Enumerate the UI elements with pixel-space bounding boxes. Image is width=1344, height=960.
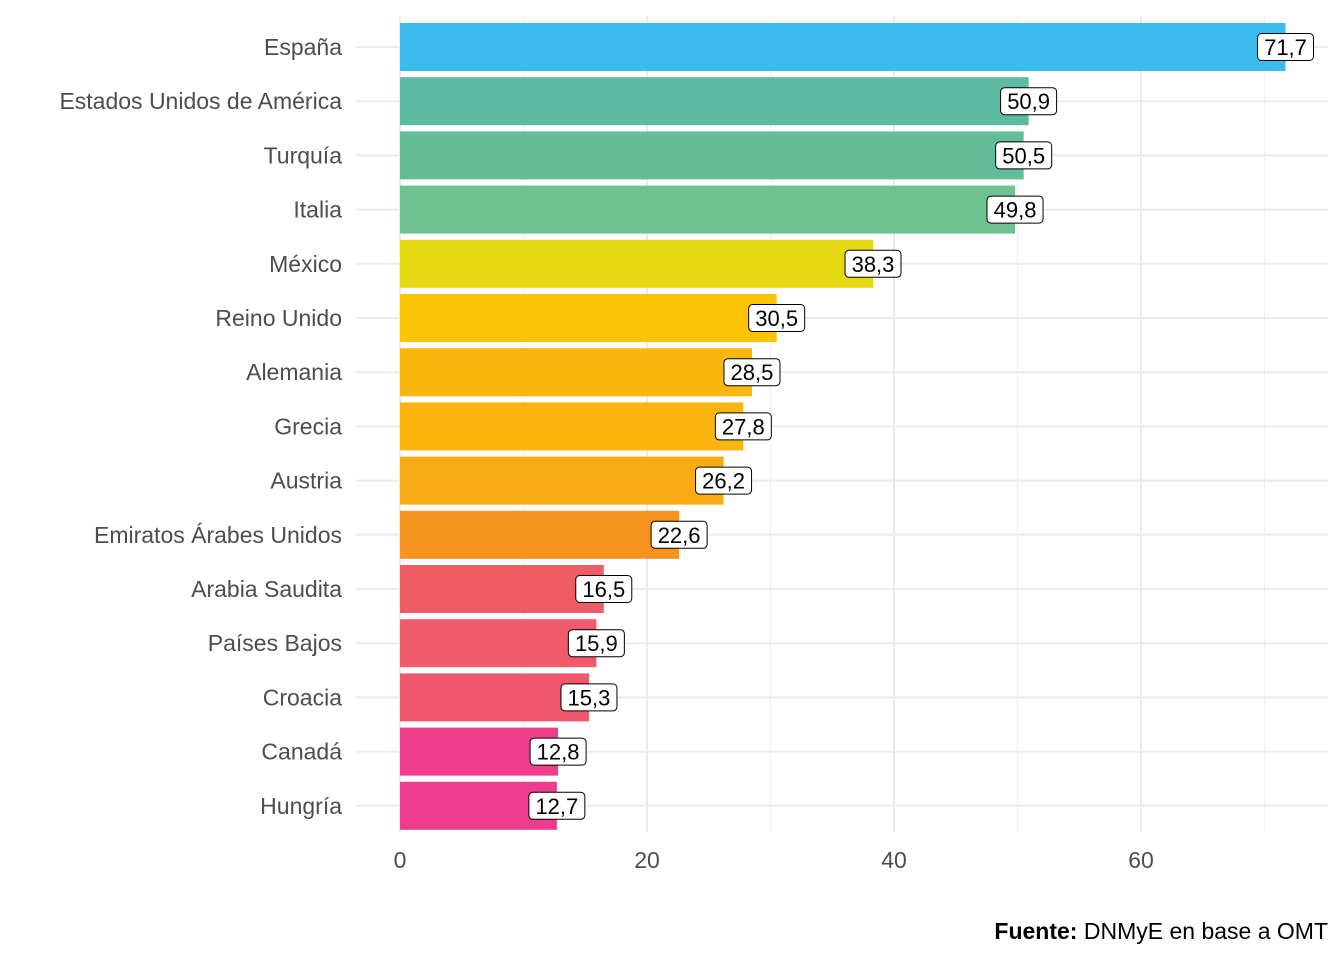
category-label: México: [269, 251, 342, 277]
bar: [400, 673, 589, 722]
value-labels: 71,7 50,9 50,5 49,8 38,3 30,5 28,5 27,8 26,2 22,6…: [528, 33, 1314, 820]
value-label-box: [723, 358, 781, 387]
category-label: Arabia Saudita: [191, 576, 342, 602]
value-label-box: [650, 520, 708, 549]
value-label: 50,5: [1002, 143, 1045, 168]
category-label: Estados Unidos de América: [59, 88, 342, 114]
value-label: 49,8: [994, 198, 1037, 223]
value-label-box: [567, 629, 625, 658]
bar: [400, 185, 1016, 234]
bar: [400, 565, 604, 613]
category-label: Italia: [293, 197, 342, 223]
value-label-box: [844, 249, 902, 278]
category-label: Turquía: [264, 142, 343, 168]
category-label: Países Bajos: [208, 630, 342, 656]
value-label-box: [1000, 87, 1058, 116]
value-label-box: [986, 195, 1044, 224]
value-label: 38,3: [852, 252, 895, 277]
value-label: 28,5: [731, 360, 774, 385]
value-label-box: [1256, 33, 1314, 61]
value-label: 50,9: [1007, 89, 1050, 114]
category-labels: España Estados Unidos de América Turquía It…: [59, 34, 342, 819]
bar: [400, 510, 680, 559]
category-label: Emiratos Árabes Unidos: [94, 522, 342, 548]
value-label: 22,6: [658, 523, 701, 548]
category-label: Grecia: [274, 413, 342, 439]
value-label-box: [575, 575, 633, 603]
source-caption-text: DNMyE en base a OMT: [1077, 918, 1328, 944]
x-tick-label: 60: [1128, 847, 1154, 873]
x-tick-label: 0: [394, 847, 407, 873]
category-label: Reino Unido: [215, 305, 342, 331]
bar: [400, 619, 597, 668]
value-label: 71,7: [1264, 35, 1307, 60]
bar: [400, 131, 1024, 180]
category-label: Austria: [270, 468, 342, 494]
x-tick-label: 20: [634, 847, 660, 873]
value-label: 16,5: [582, 577, 625, 602]
value-label: 15,9: [575, 631, 618, 656]
bar: [400, 294, 777, 342]
bar: [400, 348, 752, 397]
value-label: 15,3: [568, 685, 611, 710]
bar: [400, 456, 724, 505]
source-caption: Fuente: DNMyE en base a OMT: [994, 918, 1328, 945]
value-label-box: [995, 141, 1053, 170]
bar: [400, 23, 1286, 71]
value-label-box: [529, 737, 587, 766]
value-label-box: [560, 683, 618, 712]
x-axis-ticks: 0 20 40 60: [394, 847, 1154, 873]
value-label-box: [528, 791, 586, 820]
category-label: Canadá: [261, 739, 342, 765]
value-label: 12,8: [537, 740, 580, 765]
value-label: 26,2: [702, 469, 745, 494]
value-label: 27,8: [722, 414, 765, 439]
value-label-box: [748, 304, 806, 332]
source-caption-bold: Fuente:: [994, 918, 1078, 944]
value-label: 12,7: [535, 794, 578, 819]
bar-chart: España Estados Unidos de América Turquía It…: [59, 16, 1328, 873]
category-label: España: [264, 34, 342, 60]
value-label-box: [695, 466, 753, 495]
bars: [400, 23, 1286, 830]
category-label: Hungría: [260, 793, 342, 819]
x-tick-label: 40: [881, 847, 907, 873]
category-label: Croacia: [263, 684, 342, 710]
bar: [400, 77, 1029, 126]
bar: [400, 239, 874, 288]
bar: [400, 402, 744, 451]
value-label: 30,5: [755, 306, 798, 331]
category-label: Alemania: [246, 359, 342, 385]
value-label-box: [714, 412, 772, 441]
